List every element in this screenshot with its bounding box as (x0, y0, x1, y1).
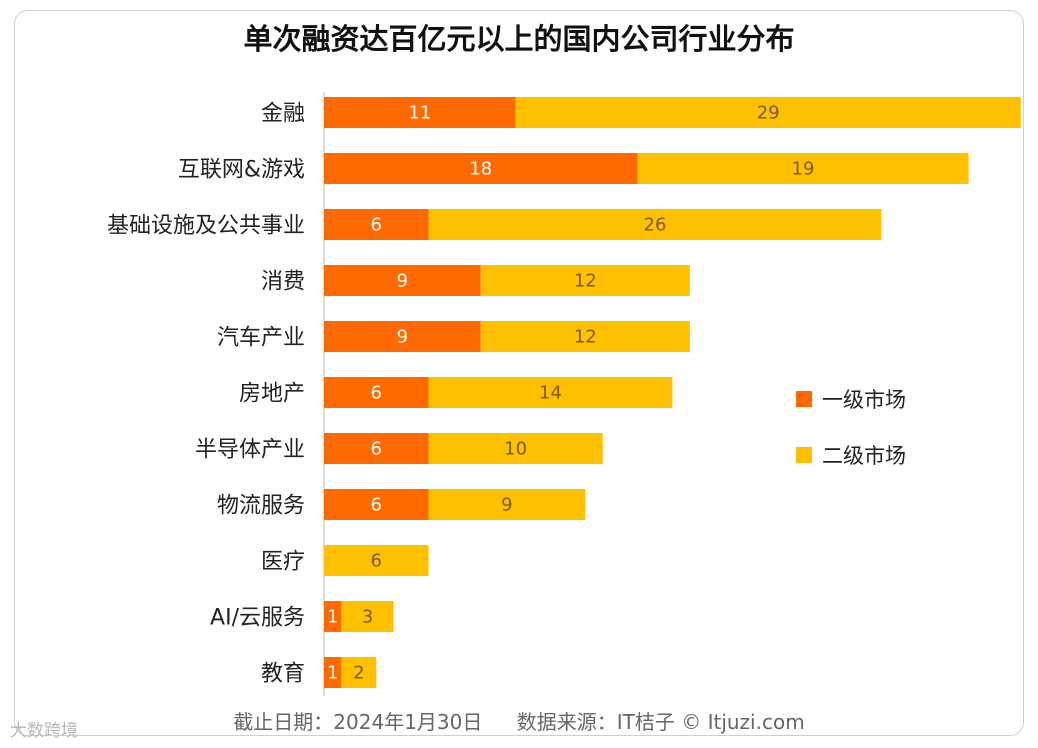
data-label: 9 (501, 495, 512, 516)
bar-primary-market (324, 377, 429, 408)
category-label: AI/云服务 (210, 606, 305, 631)
bar-primary-market (324, 97, 516, 128)
legend-item: 一级市场 (796, 384, 906, 414)
bar-primary-market (324, 657, 342, 688)
data-label: 9 (397, 271, 408, 292)
bar-secondary-market (341, 601, 394, 632)
data-label: 6 (371, 439, 382, 460)
bar-primary-market (324, 209, 429, 240)
category-label: 房地产 (239, 382, 305, 407)
data-label: 12 (574, 271, 597, 292)
category-label: 互联网&游戏 (178, 158, 305, 183)
data-label: 6 (371, 215, 382, 236)
bar-secondary-market (428, 377, 673, 408)
bar-secondary-market (428, 209, 882, 240)
category-label: 金融 (261, 102, 305, 127)
category-label: 消费 (261, 270, 305, 295)
bar-secondary-market (428, 433, 603, 464)
bar-primary-market (324, 321, 481, 352)
bar-secondary-market (341, 657, 377, 688)
category-label: 医疗 (261, 550, 305, 575)
data-label: 6 (371, 383, 382, 404)
footer: 截止日期：2024年1月30日 数据来源：IT桔子 © Itjuzi.com (0, 706, 1038, 735)
data-label: 11 (408, 103, 431, 124)
category-label: 半导体产业 (195, 438, 305, 463)
chart-title: 单次融资达百亿元以上的国内公司行业分布 (243, 22, 795, 56)
bar-secondary-market (637, 153, 969, 184)
data-label: 26 (644, 215, 667, 236)
legend-label: 二级市场 (822, 444, 906, 468)
data-label: 6 (371, 551, 382, 572)
category-label: 物流服务 (217, 494, 305, 519)
watermark-text: 大数跨境 (10, 721, 78, 741)
bar-secondary-market (515, 97, 1021, 128)
chart-frame (14, 10, 1024, 736)
bar-primary-market (324, 601, 342, 632)
data-label: 6 (371, 495, 382, 516)
legend-item: 二级市场 (796, 440, 906, 470)
data-label: 9 (397, 327, 408, 348)
bar-primary-market (324, 153, 638, 184)
data-label: 29 (757, 103, 780, 124)
category-label: 教育 (261, 662, 305, 687)
data-label: 3 (362, 607, 373, 628)
data-label: 14 (539, 383, 562, 404)
legend: 一级市场 二级市场 (796, 384, 906, 496)
category-label: 基础设施及公共事业 (107, 214, 305, 239)
bar-primary-market (324, 433, 429, 464)
data-label: 18 (469, 159, 492, 180)
data-label: 1 (327, 663, 338, 684)
data-label: 1 (327, 607, 338, 628)
bar-secondary-market (480, 265, 690, 296)
legend-swatch (796, 447, 812, 463)
data-label: 2 (353, 663, 364, 684)
data-label: 10 (504, 439, 527, 460)
bar-primary-market (324, 265, 481, 296)
bar-primary-market (324, 489, 429, 520)
bar-secondary-market (480, 321, 690, 352)
footer-source: 数据来源：IT桔子 © Itjuzi.com (516, 710, 805, 734)
legend-swatch (796, 391, 812, 407)
bar-secondary-market (324, 545, 429, 576)
data-label: 19 (792, 159, 815, 180)
bar-secondary-market (428, 489, 586, 520)
legend-label: 一级市场 (822, 388, 906, 412)
footer-date: 截止日期：2024年1月30日 (233, 710, 483, 734)
data-label: 12 (574, 327, 597, 348)
category-label: 汽车产业 (217, 326, 305, 351)
